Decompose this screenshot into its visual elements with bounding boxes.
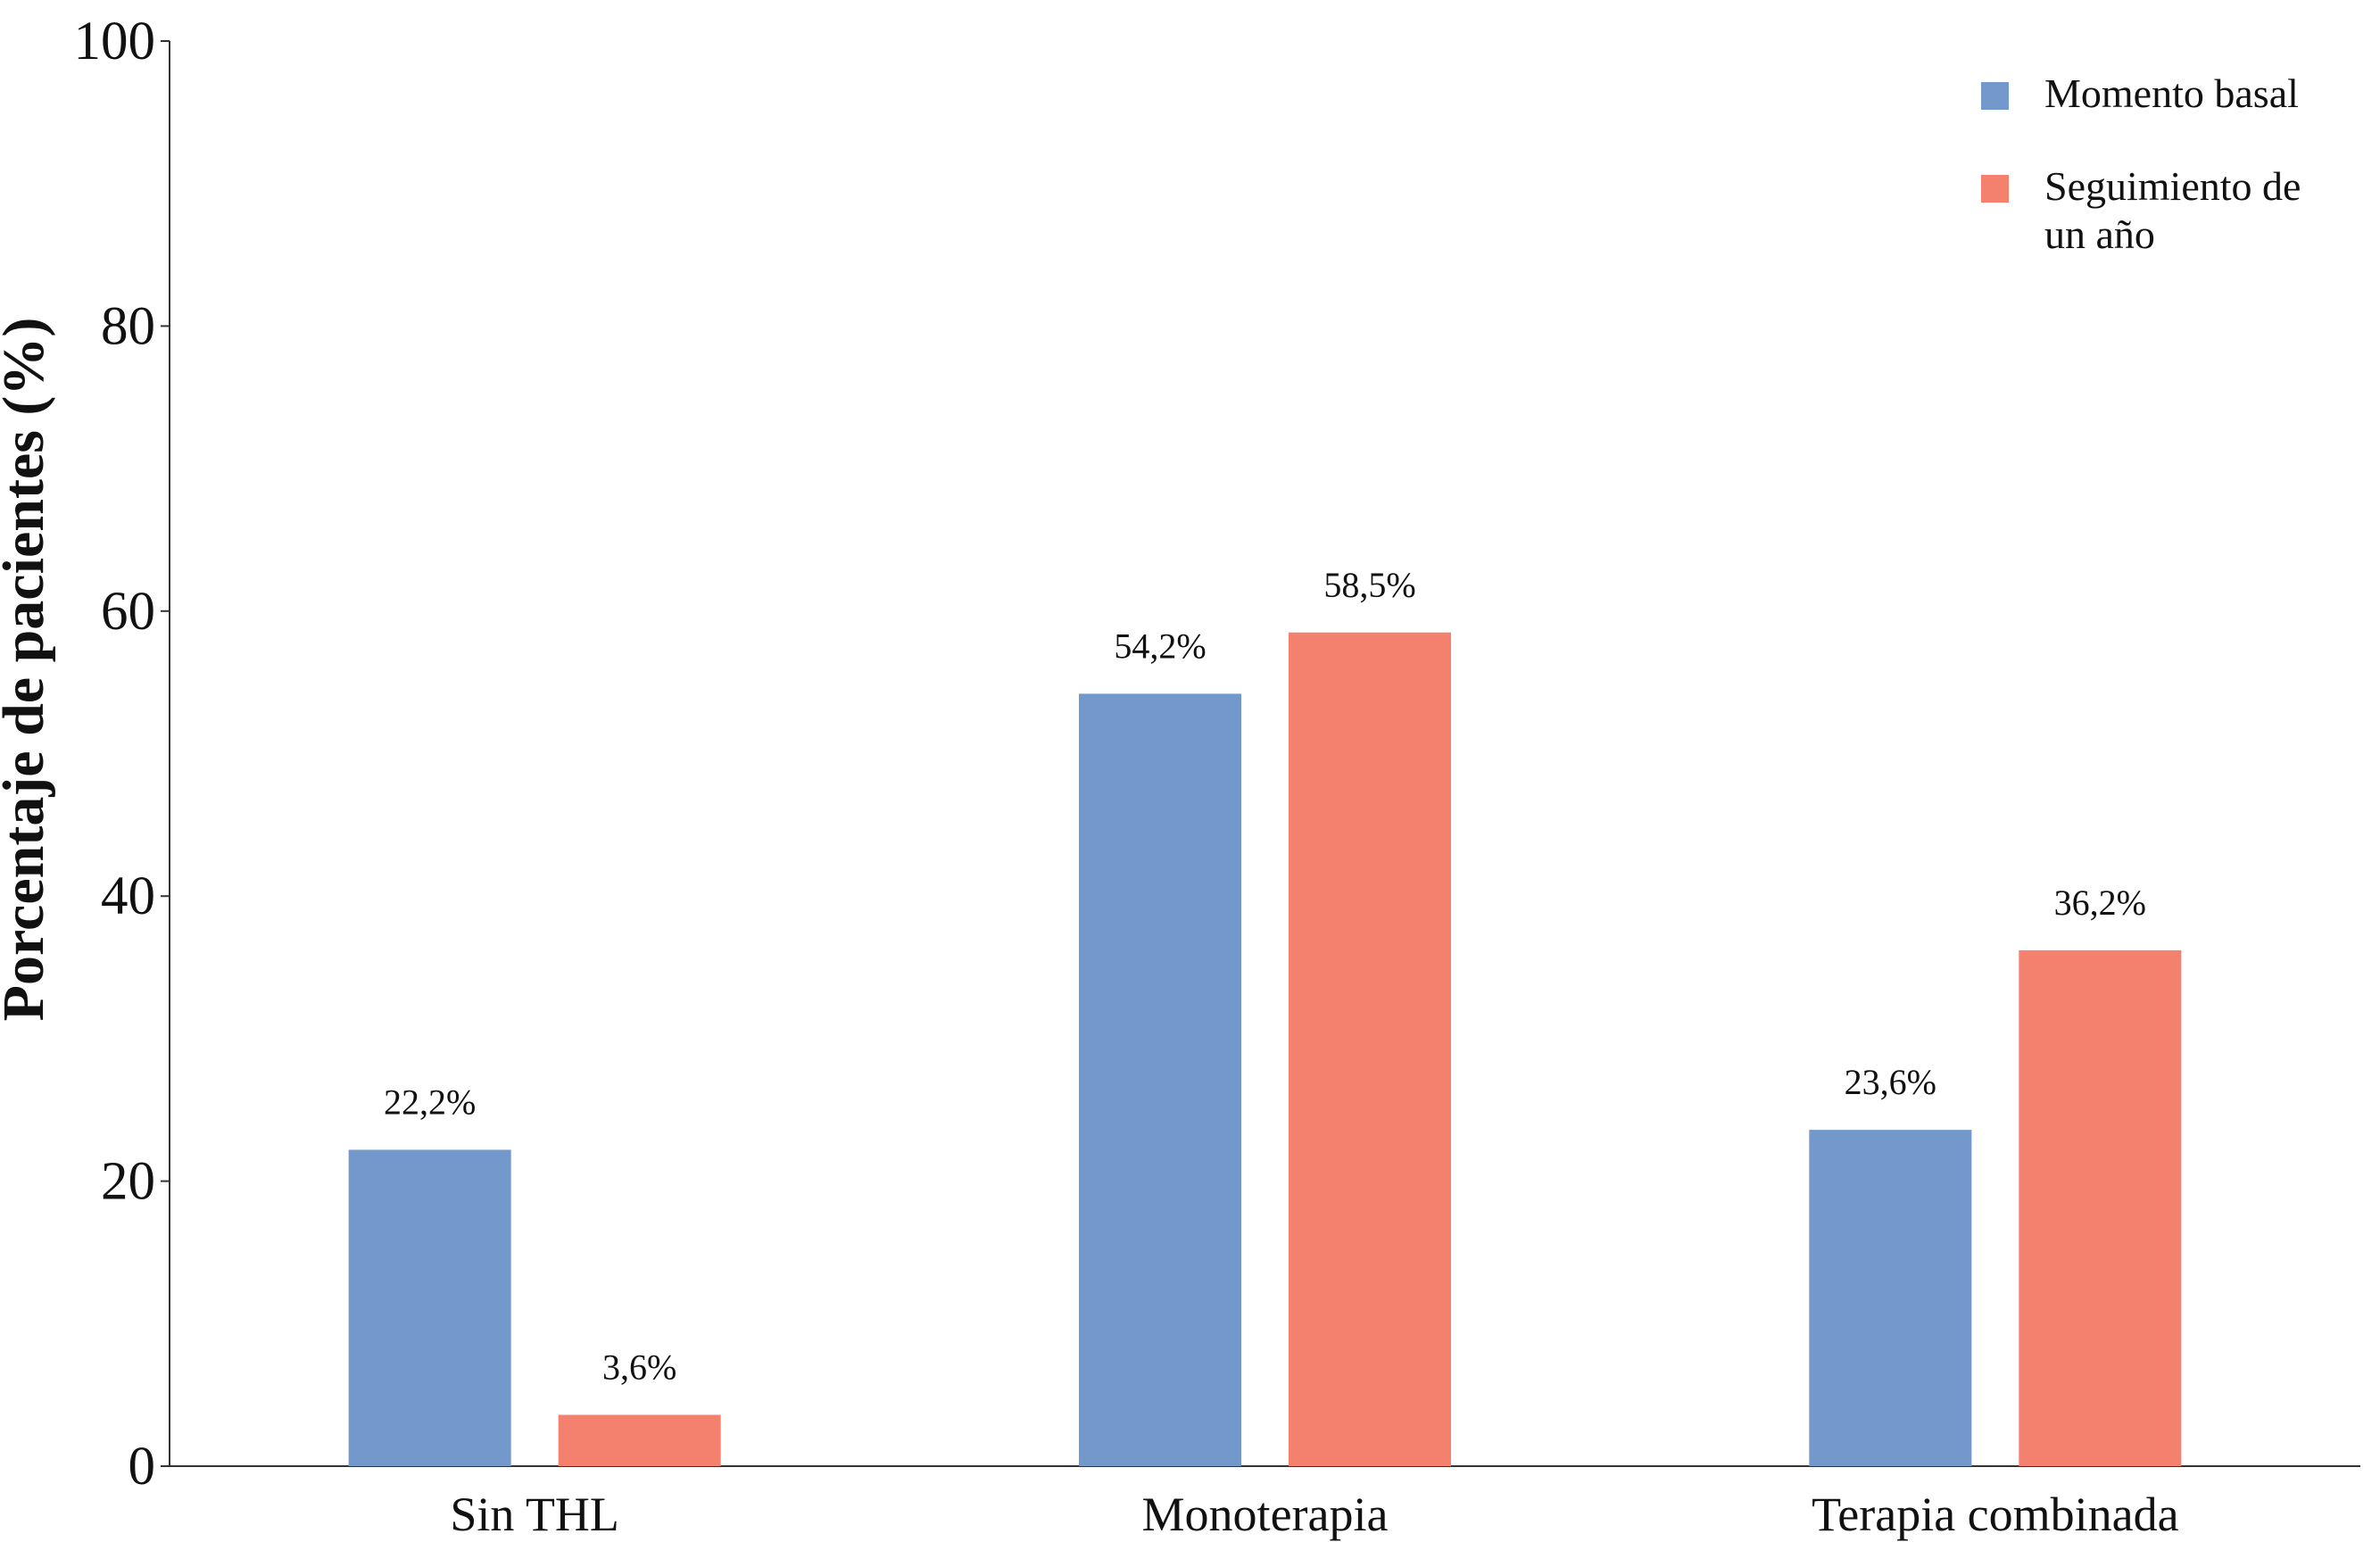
y-tick-label: 100 <box>74 12 156 71</box>
x-tick-label: Sin THL <box>450 1488 619 1541</box>
bar <box>1809 1130 1972 1466</box>
y-tick-label: 0 <box>129 1437 156 1497</box>
legend-swatch <box>1981 175 2009 203</box>
y-tick-label: 80 <box>101 296 155 356</box>
legend-entry: Seguimiento de un año <box>1981 162 2303 259</box>
bar <box>1079 693 1241 1466</box>
y-tick-label: 60 <box>101 582 155 642</box>
value-label: 58,5% <box>1323 565 1415 605</box>
value-label: 22,2% <box>384 1082 476 1122</box>
bar <box>558 1414 721 1466</box>
legend-swatch <box>1981 82 2009 110</box>
legend-label: Seguimiento de un año <box>2044 163 2301 257</box>
x-tick-label: Terapia combinada <box>1812 1488 2179 1541</box>
x-tick-label: Monoterapia <box>1142 1488 1389 1541</box>
bar <box>2019 949 2182 1466</box>
value-label: 36,2% <box>2054 883 2146 923</box>
bar <box>1289 632 1451 1466</box>
value-label: 3,6% <box>602 1347 676 1388</box>
value-label: 54,2% <box>1114 626 1206 666</box>
value-label: 23,6% <box>1845 1062 1936 1102</box>
legend: Momento basal Seguimiento de un año <box>1981 70 2356 303</box>
legend-entry: Momento basal <box>1981 70 2303 118</box>
legend-label: Momento basal <box>2044 70 2299 116</box>
y-axis-title: Porcentaje de pacientes (%) <box>0 318 56 1022</box>
y-tick-label: 20 <box>101 1152 155 1212</box>
bar <box>348 1149 511 1466</box>
y-tick-label: 40 <box>101 866 155 926</box>
